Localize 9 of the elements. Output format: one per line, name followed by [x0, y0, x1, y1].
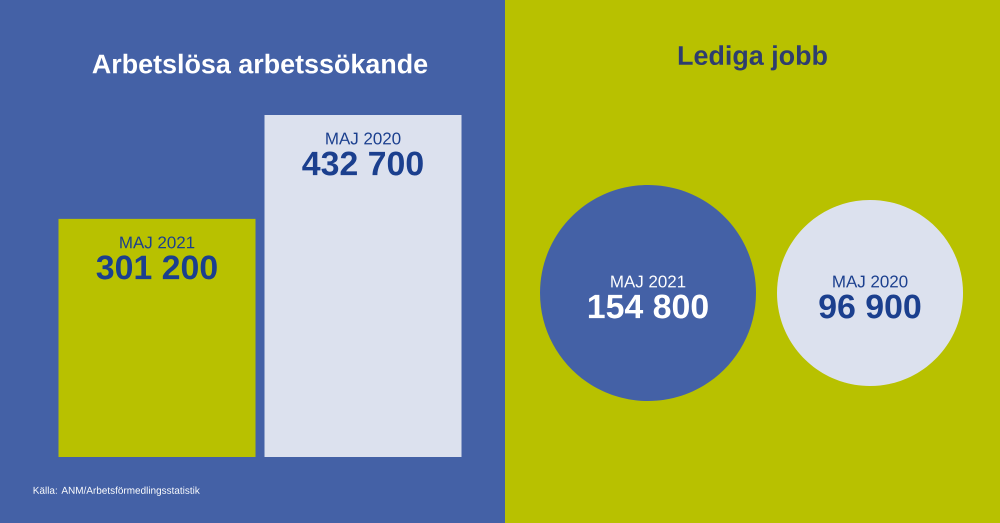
data-label: 301 200 [96, 255, 217, 280]
text: Lediga jobb [678, 45, 827, 70]
data-label: 96 900 [819, 294, 920, 318]
data-label: 432 700 [302, 152, 423, 176]
category-label: MAJ 2020 [833, 276, 908, 288]
text: Källa: ANM/Arbetsförmedlingsstatistik [34, 486, 200, 496]
chart-title: Arbetslösa arbetssökande [92, 54, 428, 74]
data-label: 154 800 [588, 294, 708, 318]
category-label: MAJ 2021 [611, 276, 686, 288]
